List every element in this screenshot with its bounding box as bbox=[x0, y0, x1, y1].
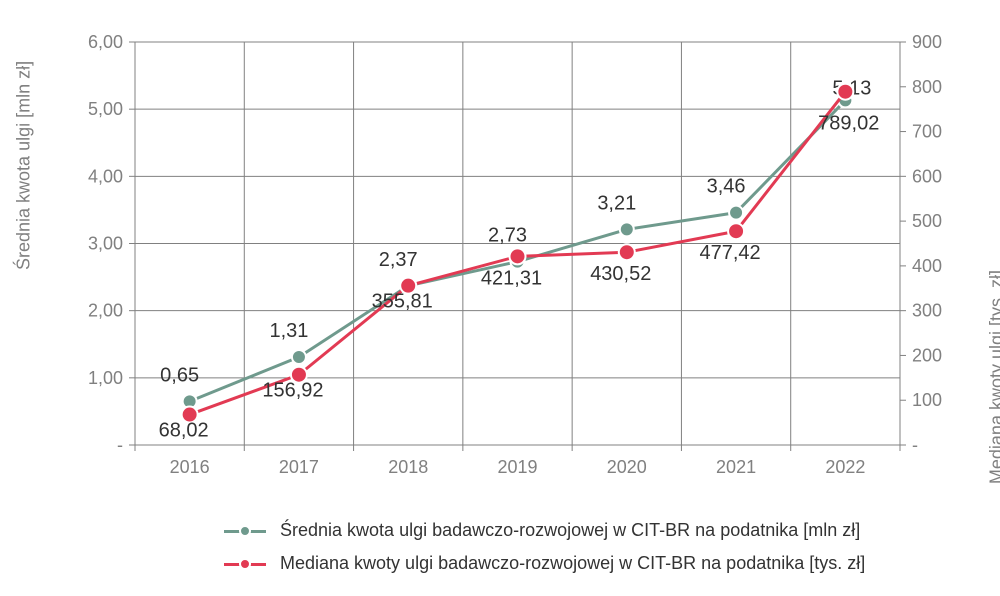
chart-container: - 1,00 2,00 3,00 4,00 5,00 6,00 - 100 200 300 400 50… bbox=[0, 0, 1000, 596]
svg-text:400: 400 bbox=[912, 256, 942, 276]
legend-swatch-median bbox=[224, 557, 266, 571]
chart-svg: - 1,00 2,00 3,00 4,00 5,00 6,00 - 100 200 300 400 50… bbox=[0, 0, 1000, 596]
svg-text:2019: 2019 bbox=[497, 457, 537, 477]
svg-text:156,92: 156,92 bbox=[262, 380, 323, 402]
svg-text:2022: 2022 bbox=[825, 457, 865, 477]
svg-text:0,65: 0,65 bbox=[160, 364, 199, 386]
svg-text:2016: 2016 bbox=[170, 457, 210, 477]
svg-text:2,37: 2,37 bbox=[379, 249, 418, 271]
svg-text:355,81: 355,81 bbox=[372, 291, 433, 313]
svg-text:800: 800 bbox=[912, 77, 942, 97]
svg-text:2017: 2017 bbox=[279, 457, 319, 477]
svg-text:200: 200 bbox=[912, 345, 942, 365]
svg-text:2,73: 2,73 bbox=[488, 225, 527, 247]
legend-label-median: Mediana kwoty ulgi badawczo-rozwojowej w… bbox=[280, 553, 865, 574]
svg-text:-: - bbox=[912, 435, 918, 455]
svg-text:600: 600 bbox=[912, 166, 942, 186]
legend-item-median: Mediana kwoty ulgi badawczo-rozwojowej w… bbox=[224, 553, 865, 574]
svg-text:700: 700 bbox=[912, 122, 942, 142]
svg-text:1,00: 1,00 bbox=[88, 368, 123, 388]
svg-text:5,00: 5,00 bbox=[88, 99, 123, 119]
legend-swatch-mean bbox=[224, 524, 266, 538]
svg-text:430,52: 430,52 bbox=[590, 263, 651, 285]
svg-text:789,02: 789,02 bbox=[818, 113, 879, 135]
svg-text:3,46: 3,46 bbox=[707, 176, 746, 198]
svg-text:1,31: 1,31 bbox=[269, 320, 308, 342]
svg-text:2020: 2020 bbox=[607, 457, 647, 477]
legend: Średnia kwota ulgi badawczo-rozwojowej w… bbox=[224, 520, 865, 586]
svg-text:2,00: 2,00 bbox=[88, 301, 123, 321]
svg-text:2018: 2018 bbox=[388, 457, 428, 477]
legend-label-mean: Średnia kwota ulgi badawczo-rozwojowej w… bbox=[280, 520, 860, 541]
svg-text:4,00: 4,00 bbox=[88, 166, 123, 186]
svg-text:3,21: 3,21 bbox=[597, 192, 636, 214]
left-axis-title: Średnia kwota ulgi [mln zł] bbox=[14, 61, 35, 270]
svg-text:421,31: 421,31 bbox=[481, 267, 542, 289]
svg-text:300: 300 bbox=[912, 301, 942, 321]
svg-text:-: - bbox=[117, 435, 123, 455]
svg-text:68,02: 68,02 bbox=[159, 420, 209, 442]
svg-text:2021: 2021 bbox=[716, 457, 756, 477]
svg-text:500: 500 bbox=[912, 211, 942, 231]
svg-text:6,00: 6,00 bbox=[88, 32, 123, 52]
svg-text:3,00: 3,00 bbox=[88, 234, 123, 254]
svg-text:900: 900 bbox=[912, 32, 942, 52]
right-axis-title: Mediana kwoty ulgi [tys. zł] bbox=[987, 270, 1000, 484]
legend-item-mean: Średnia kwota ulgi badawczo-rozwojowej w… bbox=[224, 520, 865, 541]
svg-text:477,42: 477,42 bbox=[699, 242, 760, 264]
svg-text:100: 100 bbox=[912, 390, 942, 410]
